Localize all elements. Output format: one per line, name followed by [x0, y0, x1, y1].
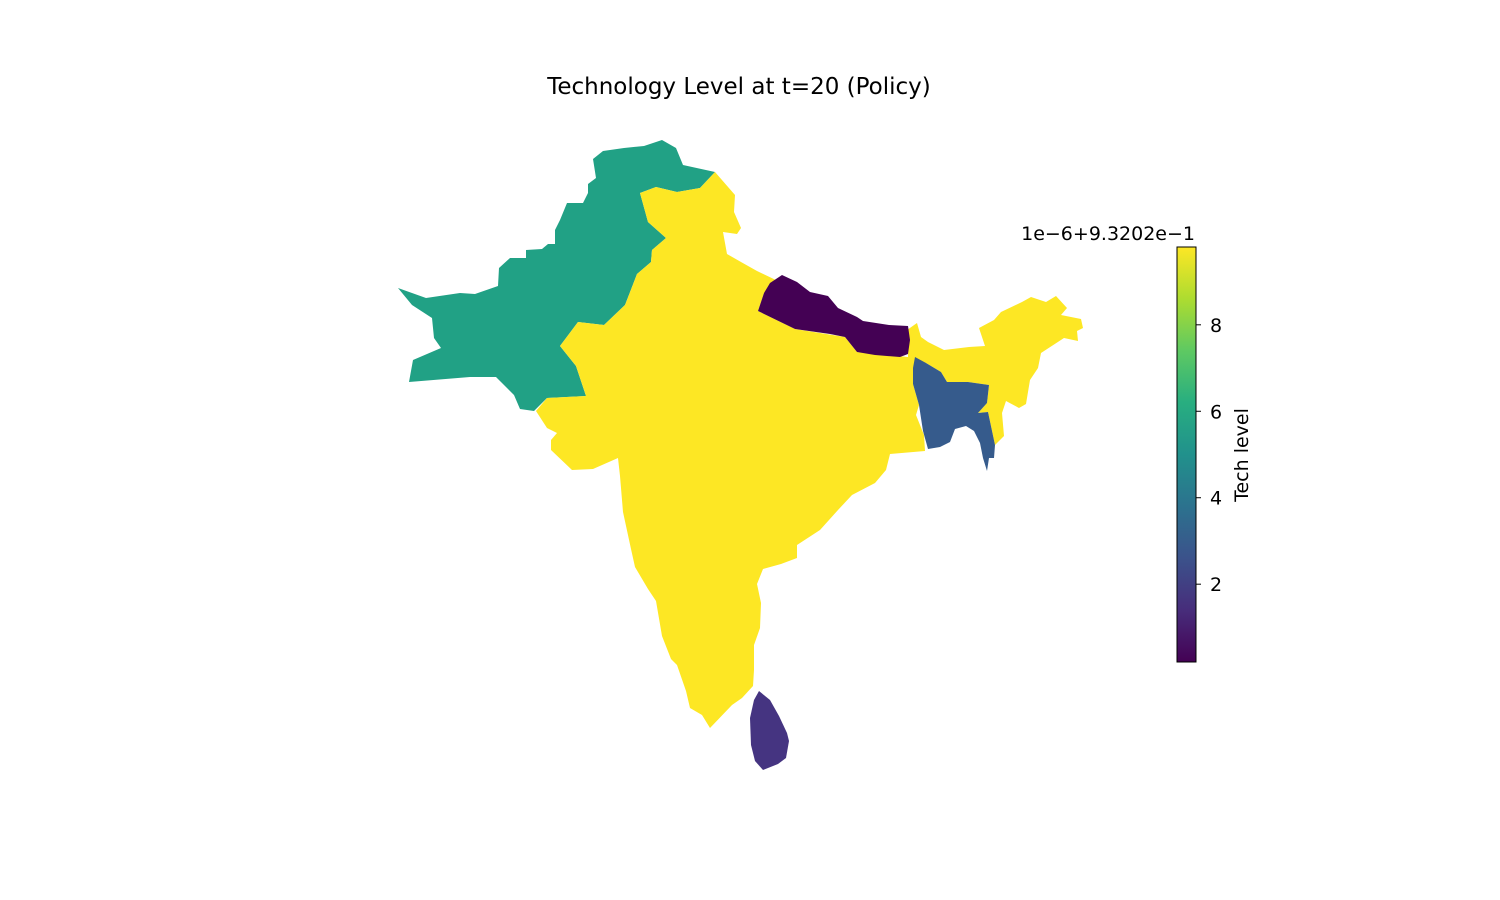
map-title: Technology Level at t=20 (Policy)	[546, 74, 931, 100]
colorbar-tick-label: 4	[1210, 488, 1222, 510]
colorbar-offset-text: 1e−6+9.3202e−1	[1021, 223, 1195, 245]
region-bangladesh	[913, 357, 995, 471]
region-nepal	[758, 275, 910, 357]
region-india	[536, 172, 1083, 728]
colorbar-gradient	[1176, 246, 1197, 663]
region-pakistan	[398, 140, 715, 411]
region-sri-lanka	[750, 691, 789, 770]
colorbar-tick-label: 2	[1210, 574, 1222, 596]
colorbar-tick-label: 8	[1210, 315, 1222, 337]
colorbar-label: Tech level	[1231, 408, 1253, 503]
colorbar-ticks: 2 4 6 8	[1196, 315, 1222, 596]
colorbar-tick-label: 6	[1210, 401, 1222, 423]
